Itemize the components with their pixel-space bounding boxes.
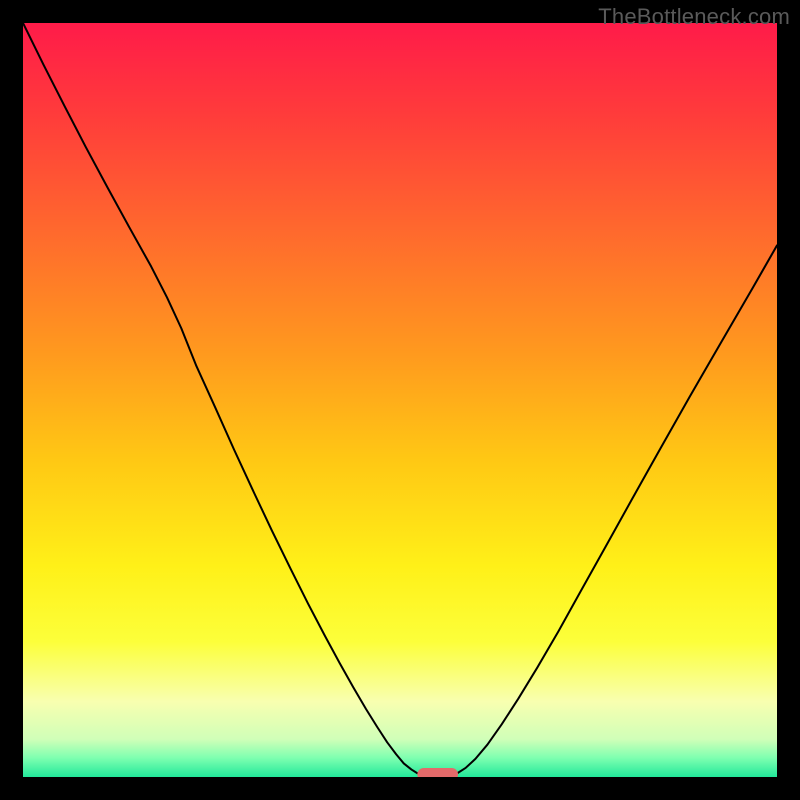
chart-frame: TheBottleneck.com <box>0 0 800 800</box>
gradient-background <box>23 23 777 777</box>
optimal-marker <box>417 768 458 777</box>
watermark-text: TheBottleneck.com <box>598 4 790 30</box>
chart-svg <box>23 23 777 777</box>
plot-area <box>23 23 777 777</box>
